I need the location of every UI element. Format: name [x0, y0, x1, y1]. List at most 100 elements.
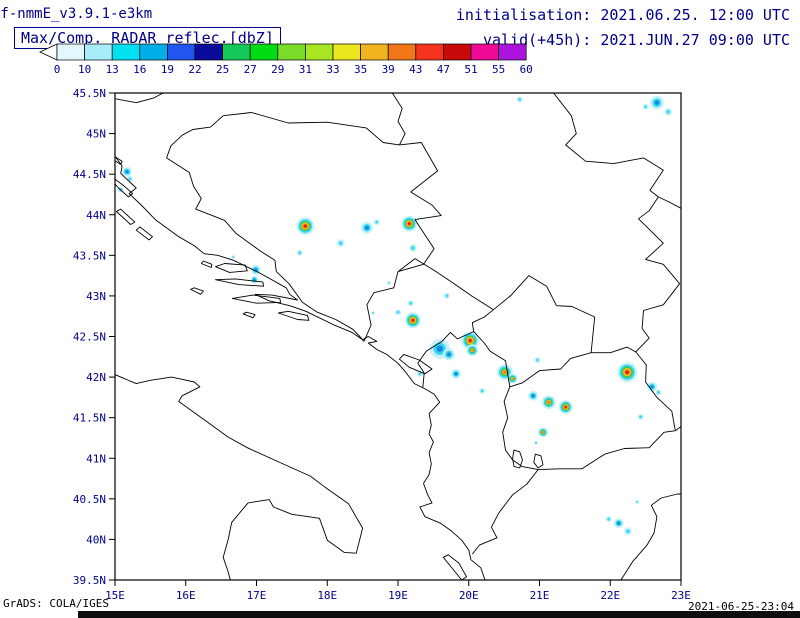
colorbar-segment	[470, 43, 499, 61]
radar-echo-ring	[232, 256, 235, 258]
colorbar-segment	[387, 43, 417, 61]
radar-echo-ring	[639, 415, 643, 419]
radar-echo	[407, 300, 414, 307]
lake-path	[398, 353, 433, 375]
radar-echo-ring	[407, 222, 411, 226]
coastline-path	[115, 374, 364, 580]
lat-tick-label: 39.5N	[73, 574, 106, 587]
radar-echo-ring	[445, 294, 449, 298]
radar-echo-ring	[654, 100, 660, 105]
map-frame	[114, 92, 682, 581]
radar-echo-ring	[535, 441, 537, 444]
radar-echo	[605, 516, 612, 523]
colorbar-segment	[498, 43, 527, 61]
colorbar-segment	[194, 43, 223, 61]
lat-tick-label: 40.5N	[73, 493, 106, 506]
country-border-path	[635, 196, 681, 353]
lon-tick-label: 18E	[317, 589, 337, 602]
colorbar-segment	[56, 43, 85, 61]
radar-echo	[231, 255, 236, 259]
colorbar-tick-label: 60	[520, 63, 533, 76]
radar-echo-ring	[303, 224, 307, 228]
radar-echo-ring	[503, 370, 507, 374]
country-border-path	[397, 142, 442, 273]
radar-echo-ring	[518, 97, 522, 102]
island-path	[215, 263, 248, 273]
radar-echo	[443, 292, 450, 299]
lon-tick-label: 19E	[388, 589, 408, 602]
radar-echo-ring	[372, 312, 375, 314]
radar-echo-ring	[547, 400, 551, 404]
lat-tick-label: 43N	[86, 290, 106, 303]
country-border-path	[553, 93, 664, 198]
radar-echo-ring	[607, 517, 611, 521]
radar-echo-ring	[298, 251, 302, 255]
colorbar-tick-label: 31	[299, 63, 312, 76]
radar-echo	[541, 395, 556, 410]
radar-echo-ring	[511, 377, 514, 380]
lon-tick-label: 15E	[105, 589, 125, 602]
island-path	[115, 178, 134, 198]
bottom-bar	[78, 611, 800, 618]
lat-tick-label: 45N	[86, 128, 106, 141]
island-path	[190, 287, 204, 295]
radar-echo	[538, 427, 548, 438]
creation-timestamp-label: 2021-06-25-23:04	[688, 600, 794, 613]
radar-echo	[401, 215, 418, 232]
radar-echo	[360, 221, 373, 234]
radar-echo	[649, 95, 664, 110]
radar-echo-ring	[468, 339, 472, 343]
coastline-path	[115, 156, 486, 580]
island-path	[115, 156, 123, 165]
geography-layer	[115, 93, 681, 580]
radar-echo	[507, 373, 518, 384]
colorbar-tick-label: 43	[409, 63, 422, 76]
lat-tick-label: 42N	[86, 371, 106, 384]
colorbar-segment	[360, 43, 389, 61]
colorbar-segment	[222, 43, 251, 61]
radar-map: 45.5N 45N 44.5N 44N 43.5N 43N 42.5N 42N 41.5N 41N…	[73, 87, 691, 602]
island-path	[277, 310, 310, 321]
radar-echo	[642, 103, 649, 110]
radar-echo	[126, 176, 133, 182]
country-border-path	[115, 93, 164, 104]
country-border-path	[635, 351, 676, 431]
radar-echo-ring	[128, 177, 132, 181]
lat-tick-label: 40N	[86, 533, 106, 546]
country-border-path	[391, 93, 406, 146]
lon-tick-label: 20E	[459, 589, 479, 602]
colorbar-segment	[277, 43, 306, 61]
radar-echo	[534, 440, 538, 445]
reflectivity-colorbar: 0 10 13 16 19 22 25 27 29 31 33 35 39 43 47 51 55 60	[39, 43, 533, 76]
colorbar-tick-label: 39	[382, 63, 395, 76]
country-border-path	[675, 426, 681, 432]
lat-tick-label: 42.5N	[73, 331, 106, 344]
radar-echo	[122, 166, 132, 177]
colorbar-tick-label: 19	[161, 63, 174, 76]
radar-echo-ring	[338, 241, 343, 246]
radar-echo	[395, 309, 401, 316]
island-path	[442, 554, 468, 580]
colorbar-arrow	[39, 43, 58, 61]
colorbar-segment	[111, 43, 141, 61]
lon-tick-label: 21E	[530, 589, 550, 602]
country-border-path	[223, 112, 400, 146]
radar-echo	[528, 390, 539, 401]
radar-echo	[534, 357, 541, 363]
radar-echo-ring	[471, 349, 474, 352]
valid-time-label: valid(+45h): 2021.JUN.27 09:00 UTC	[482, 31, 790, 49]
product-title: Max/Comp. RADAR reflec.[dbZ]	[21, 29, 274, 47]
lat-tick-label: 43.5N	[73, 249, 106, 262]
radar-echo-ring	[542, 431, 544, 434]
colorbar-tick-label: 51	[464, 63, 477, 76]
radar-echo	[408, 244, 417, 252]
radar-echo-ring	[387, 281, 390, 284]
country-border-path	[591, 346, 636, 354]
country-border-path	[471, 469, 539, 555]
colorbar-tick-label: 55	[492, 63, 505, 76]
colorbar-tick-label: 29	[271, 63, 284, 76]
lat-tick-label: 45.5N	[73, 87, 106, 100]
radar-echo-ring	[480, 389, 484, 393]
radar-echo-ring	[418, 372, 422, 376]
colorbar-tick-label: 35	[354, 63, 367, 76]
